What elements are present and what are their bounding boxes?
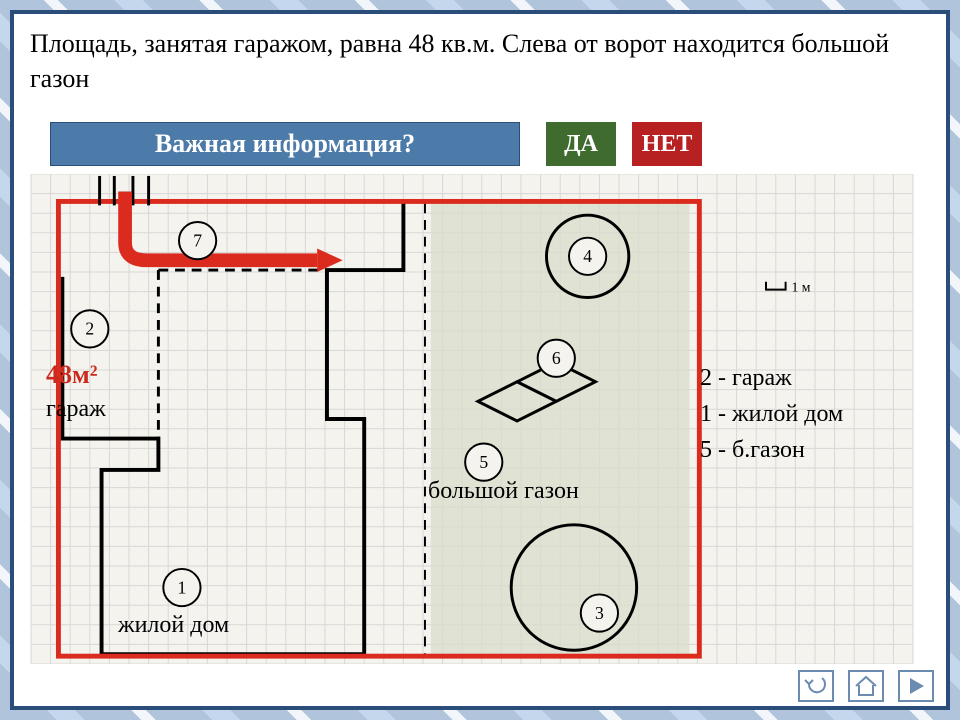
legend-line: 2 - гараж [700,360,843,396]
svg-text:4: 4 [583,246,592,266]
legend: 2 - гараж 1 - жилой дом 5 - б.газон [700,360,843,468]
area-label: 48м² [46,360,98,390]
lawn-label: большой газон [428,478,579,505]
problem-text: Площадь, занятая гаражом, равна 48 кв.м.… [30,26,930,96]
yes-button[interactable]: ДА [546,122,616,166]
svg-text:2: 2 [85,319,94,339]
nav-icons [798,670,934,702]
svg-text:6: 6 [552,348,561,368]
next-icon[interactable] [898,670,934,702]
svg-text:3: 3 [595,603,604,623]
garage-label: гараж [46,396,106,423]
question-label: Важная информация? [155,129,415,159]
svg-text:5: 5 [479,452,488,472]
undo-icon[interactable] [798,670,834,702]
yes-label: ДА [564,131,598,158]
legend-line: 5 - б.газон [700,432,843,468]
question-bar: Важная информация? [50,122,520,166]
legend-line: 1 - жилой дом [700,396,843,432]
home-icon[interactable] [848,670,884,702]
house-label: жилой дом [118,612,229,639]
svg-text:7: 7 [193,231,202,251]
svg-text:1: 1 [178,577,187,597]
svg-text:1 м: 1 м [791,280,810,295]
no-label: НЕТ [642,131,693,158]
no-button[interactable]: НЕТ [632,122,702,166]
